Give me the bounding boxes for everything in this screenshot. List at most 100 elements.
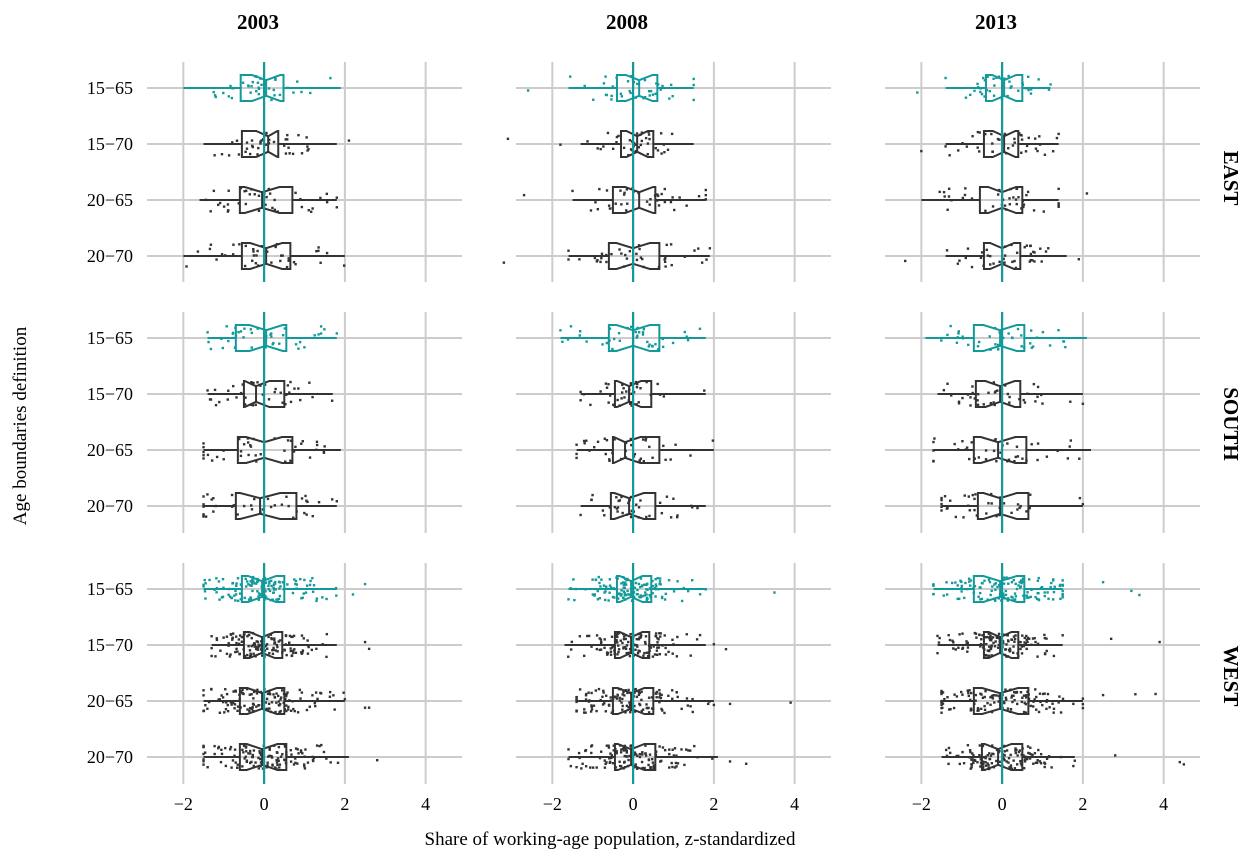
data-point	[626, 589, 629, 593]
data-point	[962, 516, 965, 519]
data-point	[285, 653, 288, 657]
data-point	[628, 754, 631, 758]
data-point	[692, 98, 695, 102]
data-point	[304, 494, 307, 498]
data-point	[590, 708, 594, 711]
data-point	[267, 187, 271, 191]
data-point	[319, 261, 322, 264]
data-point	[1036, 442, 1040, 445]
data-point	[1008, 648, 1011, 652]
data-point	[278, 93, 282, 97]
data-point	[243, 757, 246, 760]
data-point	[644, 752, 647, 755]
data-point	[243, 596, 246, 600]
data-point	[957, 597, 961, 601]
data-point	[685, 748, 688, 751]
data-point	[620, 495, 623, 499]
data-point	[986, 649, 990, 652]
data-point	[249, 761, 252, 765]
data-point	[943, 495, 947, 498]
data-point	[330, 399, 334, 402]
data-point	[972, 761, 975, 765]
data-point	[616, 694, 619, 697]
data-point	[637, 638, 641, 641]
data-point	[1059, 597, 1062, 601]
box-20-65	[202, 687, 371, 715]
data-point	[1003, 77, 1006, 80]
data-point	[651, 579, 654, 583]
notched-box	[607, 324, 661, 352]
data-point	[969, 584, 972, 587]
data-point	[646, 142, 650, 145]
data-point	[603, 638, 606, 641]
data-point	[940, 692, 943, 696]
data-point	[233, 707, 236, 710]
data-point	[961, 196, 965, 200]
data-point	[1052, 711, 1055, 714]
data-point	[249, 445, 253, 448]
data-point	[220, 152, 224, 156]
data-point	[229, 633, 233, 636]
data-point	[209, 398, 213, 401]
data-point	[663, 711, 666, 715]
notched-box	[613, 380, 653, 408]
data-point	[242, 336, 245, 339]
data-point	[267, 584, 270, 588]
data-point	[1033, 251, 1036, 254]
data-point	[1037, 576, 1040, 580]
data-point	[622, 586, 625, 589]
data-point	[712, 703, 716, 707]
data-point	[997, 694, 1001, 698]
data-point	[252, 703, 255, 706]
data-point	[210, 646, 213, 650]
data-point	[605, 651, 609, 654]
data-point	[578, 635, 582, 638]
data-point	[993, 645, 997, 648]
data-point	[964, 581, 967, 585]
data-point	[1014, 749, 1017, 752]
data-point	[591, 593, 595, 596]
data-point	[283, 449, 286, 452]
data-point	[634, 330, 638, 334]
data-point	[1032, 209, 1036, 212]
data-point	[966, 646, 970, 649]
notched-box	[980, 743, 1024, 771]
data-point	[281, 333, 285, 337]
data-point	[237, 331, 240, 334]
data-point	[683, 330, 686, 334]
data-point	[655, 692, 658, 695]
data-point	[654, 92, 657, 96]
data-point	[668, 97, 671, 100]
data-point	[1023, 401, 1027, 404]
data-point	[992, 94, 996, 97]
data-point	[987, 649, 991, 652]
data-point	[1036, 395, 1039, 399]
data-point	[231, 253, 235, 256]
data-point	[325, 655, 328, 659]
data-point	[623, 754, 626, 758]
data-point	[982, 756, 985, 759]
data-point	[264, 203, 267, 206]
data-point	[628, 703, 632, 706]
data-point	[285, 694, 288, 698]
data-point	[686, 589, 690, 593]
data-point	[261, 393, 265, 396]
data-point	[252, 580, 255, 583]
data-point	[584, 749, 587, 753]
data-point	[1021, 577, 1025, 580]
data-point	[293, 648, 296, 651]
y-tick-label-east-15-70: 15−70	[87, 134, 133, 154]
data-point	[996, 343, 1000, 347]
data-point	[265, 131, 268, 135]
data-point	[624, 593, 628, 597]
data-point	[647, 758, 651, 762]
data-point	[304, 591, 308, 594]
data-point	[989, 401, 993, 405]
data-point	[231, 636, 234, 640]
data-point	[215, 638, 219, 642]
data-point	[300, 634, 304, 637]
data-point	[244, 202, 248, 206]
data-point	[1057, 187, 1060, 191]
data-point	[218, 400, 221, 404]
data-point	[1015, 187, 1018, 190]
